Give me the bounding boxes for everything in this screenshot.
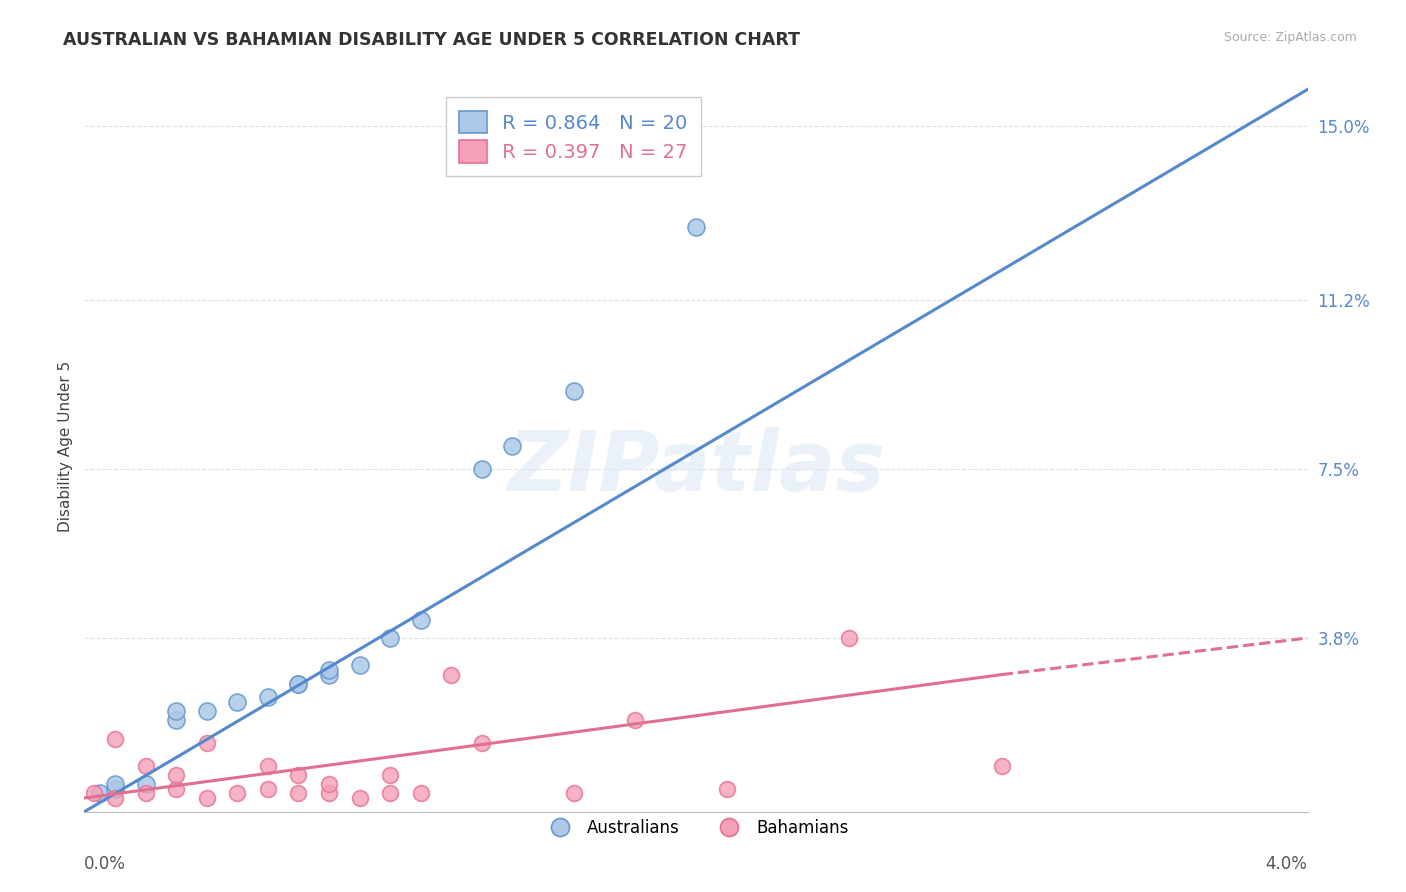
- Point: [195, 704, 218, 718]
- Point: [471, 462, 494, 476]
- Point: [838, 631, 860, 645]
- Point: [318, 787, 340, 801]
- Point: [349, 791, 371, 805]
- Text: Source: ZipAtlas.com: Source: ZipAtlas.com: [1223, 31, 1357, 45]
- Point: [135, 777, 157, 791]
- Point: [502, 439, 524, 453]
- Point: [562, 384, 585, 399]
- Text: 0.0%: 0.0%: [84, 855, 127, 873]
- Point: [135, 759, 157, 773]
- Point: [380, 787, 402, 801]
- Point: [562, 787, 585, 801]
- Point: [89, 787, 111, 801]
- Point: [409, 787, 432, 801]
- Y-axis label: Disability Age Under 5: Disability Age Under 5: [58, 360, 73, 532]
- Point: [104, 791, 127, 805]
- Point: [380, 631, 402, 645]
- Point: [257, 759, 280, 773]
- Point: [287, 768, 309, 782]
- Point: [83, 787, 105, 801]
- Point: [226, 695, 249, 709]
- Point: [471, 736, 494, 750]
- Point: [716, 781, 738, 796]
- Point: [165, 704, 187, 718]
- Point: [195, 791, 218, 805]
- Point: [409, 613, 432, 627]
- Point: [991, 759, 1014, 773]
- Legend: Australians, Bahamians: Australians, Bahamians: [537, 813, 855, 844]
- Text: 4.0%: 4.0%: [1265, 855, 1308, 873]
- Point: [135, 787, 157, 801]
- Point: [380, 768, 402, 782]
- Point: [257, 781, 280, 796]
- Text: ZIPatlas: ZIPatlas: [508, 427, 884, 508]
- Point: [685, 219, 707, 234]
- Point: [349, 658, 371, 673]
- Text: AUSTRALIAN VS BAHAMIAN DISABILITY AGE UNDER 5 CORRELATION CHART: AUSTRALIAN VS BAHAMIAN DISABILITY AGE UN…: [63, 31, 800, 49]
- Point: [165, 714, 187, 728]
- Point: [226, 787, 249, 801]
- Point: [104, 781, 127, 796]
- Point: [104, 731, 127, 746]
- Point: [318, 667, 340, 681]
- Point: [287, 676, 309, 690]
- Point: [104, 777, 127, 791]
- Point: [318, 777, 340, 791]
- Point: [287, 676, 309, 690]
- Point: [624, 714, 647, 728]
- Point: [257, 690, 280, 705]
- Point: [195, 736, 218, 750]
- Point: [165, 781, 187, 796]
- Point: [165, 768, 187, 782]
- Point: [287, 787, 309, 801]
- Point: [440, 667, 463, 681]
- Point: [318, 663, 340, 677]
